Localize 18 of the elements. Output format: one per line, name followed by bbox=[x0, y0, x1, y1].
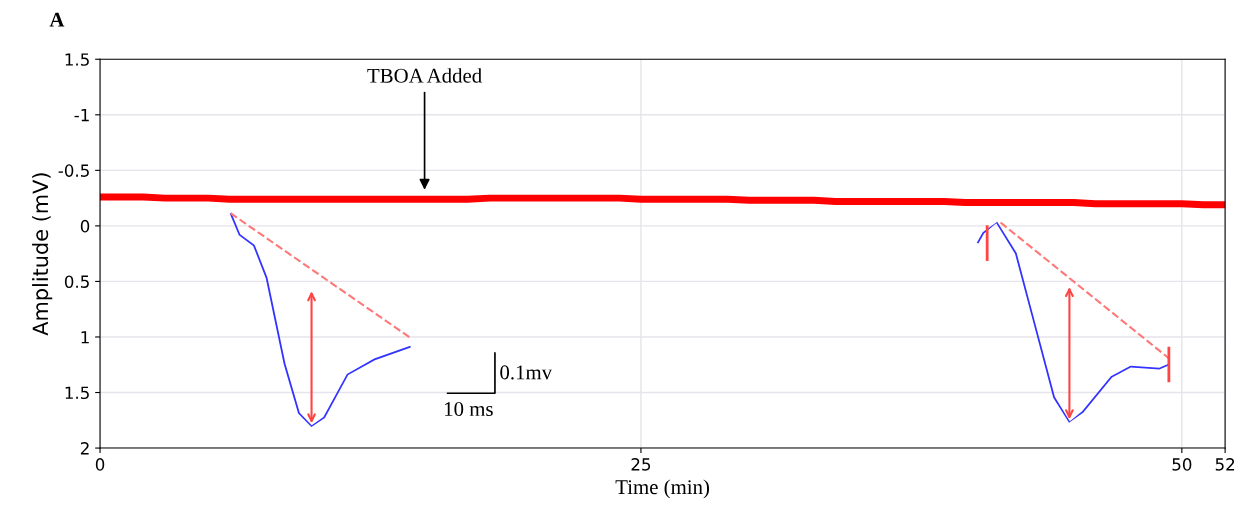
y-tick-label: -1 bbox=[74, 108, 89, 122]
x-tick-label: 52 bbox=[1215, 458, 1235, 471]
y-tick-label: 0.5 bbox=[64, 275, 89, 288]
annotation: 10 ms bbox=[445, 402, 493, 417]
x-tick-label: 25 bbox=[631, 458, 651, 471]
y-tick-label: 0 bbox=[80, 219, 90, 233]
y-tick-label: 1 bbox=[81, 331, 89, 344]
y-tick-label: -0.5 bbox=[58, 164, 89, 177]
y-tick-label: 2 bbox=[80, 442, 89, 455]
y-tick-label: 1.5 bbox=[65, 53, 89, 66]
chart-title: A bbox=[49, 12, 65, 27]
y-axis-title: Amplitude (mV) bbox=[32, 173, 53, 336]
x-tick-label: 50 bbox=[1172, 458, 1192, 471]
annotation: TBOA Added bbox=[367, 68, 482, 83]
x-tick-label: 0 bbox=[95, 458, 105, 471]
annotation: 0.1mv bbox=[500, 365, 553, 380]
x-axis-title: Time (min) bbox=[615, 479, 710, 499]
y-tick-label: 1.5 bbox=[65, 386, 89, 400]
